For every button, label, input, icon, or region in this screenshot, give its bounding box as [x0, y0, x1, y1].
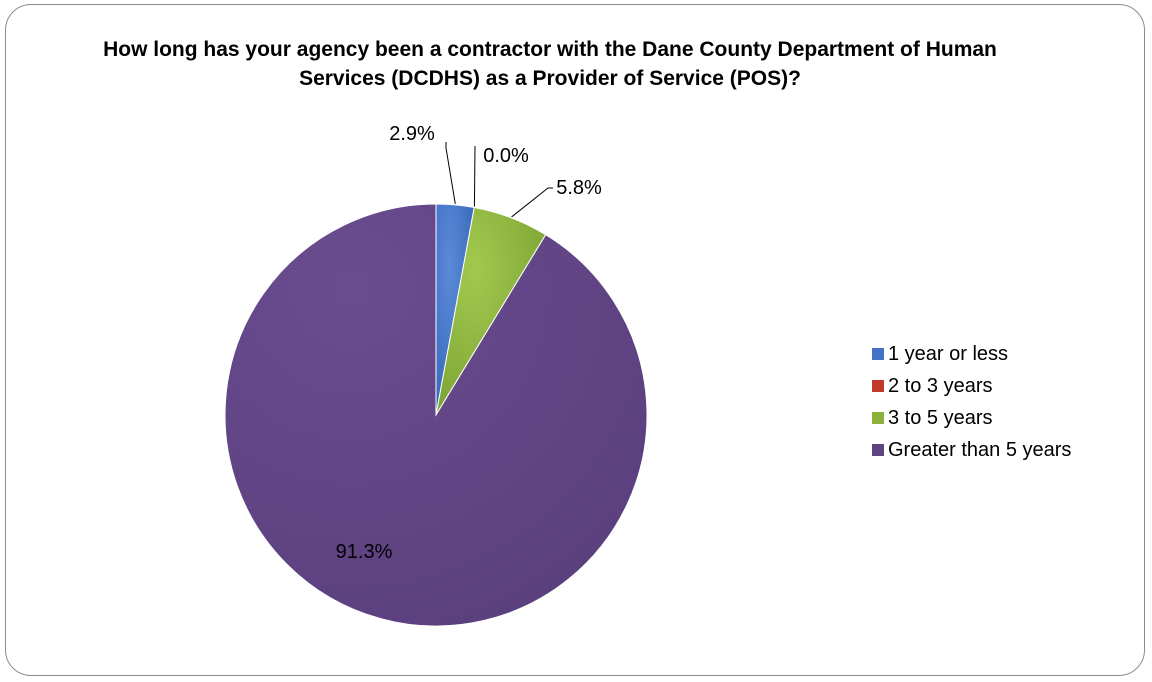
legend-item-1-year-or-less: 1 year or less: [872, 338, 1071, 370]
data-label-greater-than-5-years: 91.3%: [336, 541, 393, 563]
pie-slice-greater-than-5-years: [224, 203, 648, 627]
legend-label: 3 to 5 years: [888, 406, 993, 429]
data-label-1-year-or-less: 2.9%: [389, 123, 435, 145]
leader-line-1-year-or-less: [445, 142, 456, 204]
legend-swatch: [872, 412, 884, 424]
legend-item-greater-than-5-years: Greater than 5 years: [872, 434, 1071, 466]
leader-line-2-to-3-years: [473, 145, 476, 207]
legend: 1 year or less 2 to 3 years 3 to 5 years…: [872, 338, 1071, 466]
legend-swatch: [872, 348, 884, 360]
legend-item-3-to-5-years: 3 to 5 years: [872, 402, 1071, 434]
legend-item-2-to-3-years: 2 to 3 years: [872, 370, 1071, 402]
legend-swatch: [872, 380, 884, 392]
legend-label: 2 to 3 years: [888, 374, 993, 397]
legend-label: 1 year or less: [888, 342, 1009, 365]
legend-label: Greater than 5 years: [888, 438, 1072, 461]
data-label-3-to-5-years: 5.8%: [556, 177, 602, 199]
chart-title: How long has your agency been a contract…: [103, 38, 997, 90]
legend-swatch: [872, 444, 884, 456]
data-label-2-to-3-years: 0.0%: [483, 145, 529, 167]
leader-line-3-to-5-years: [511, 187, 553, 218]
